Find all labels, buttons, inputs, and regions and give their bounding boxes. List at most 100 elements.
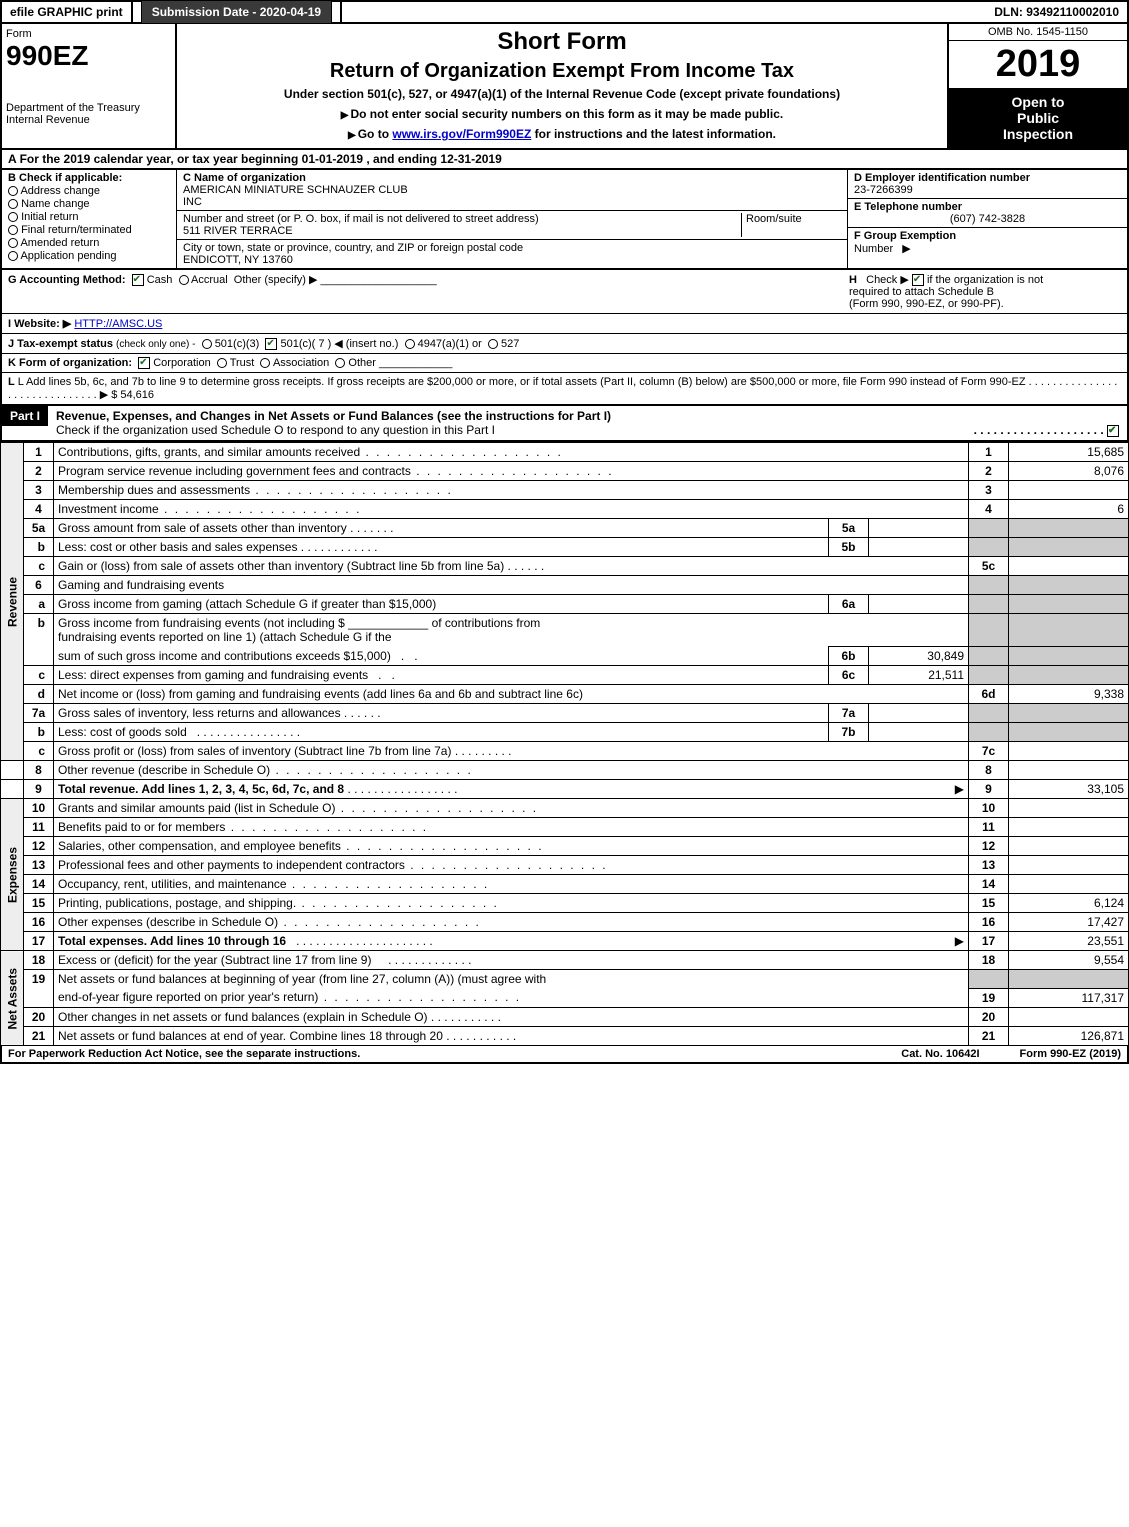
table-row: 17 Total expenses. Add lines 10 through … (1, 932, 1129, 951)
val-6c: 21,511 (869, 666, 969, 685)
val-6b: 30,849 (869, 647, 969, 666)
efile-print-button[interactable]: efile GRAPHIC print (2, 2, 133, 22)
header-mid: Short Form Return of Organization Exempt… (177, 24, 947, 148)
table-row: Revenue 1 Contributions, gifts, grants, … (1, 443, 1129, 462)
table-row: a Gross income from gaming (attach Sched… (1, 595, 1129, 614)
val-19: 117,317 (1009, 988, 1129, 1007)
table-row: 3 Membership dues and assessments 3 (1, 481, 1129, 500)
paperwork-notice: For Paperwork Reduction Act Notice, see … (8, 1048, 360, 1060)
city-state-zip: ENDICOTT, NY 13760 (183, 254, 293, 266)
sidebar-revenue: Revenue (1, 443, 24, 761)
short-form-title: Short Form (185, 28, 939, 56)
row-l: L L Add lines 5b, 6c, and 7b to line 9 t… (2, 373, 1127, 404)
row-g: G Accounting Method: Cash Accrual Other … (8, 273, 841, 310)
dln-label: DLN: 93492110002010 (986, 2, 1127, 22)
val-11 (1009, 818, 1129, 837)
top-bar: efile GRAPHIC print Submission Date - 20… (0, 0, 1129, 24)
row-h: H Check ▶ if the organization is not req… (841, 273, 1121, 310)
tax-period-row: A For the 2019 calendar year, or tax yea… (0, 150, 1129, 170)
row-k: K Form of organization: Corporation Trus… (2, 354, 1127, 373)
chk-trust[interactable] (217, 358, 227, 368)
table-row: end-of-year figure reported on prior yea… (1, 988, 1129, 1007)
submission-date-button[interactable]: Submission Date - 2020-04-19 (133, 2, 342, 22)
val-20 (1009, 1007, 1129, 1026)
table-row: 11 Benefits paid to or for members 11 (1, 818, 1129, 837)
val-4: 6 (1009, 500, 1129, 519)
form-number: 990EZ (6, 40, 171, 72)
table-row: c Gross profit or (loss) from sales of i… (1, 742, 1129, 761)
table-row: 13 Professional fees and other payments … (1, 856, 1129, 875)
table-row: c Gain or (loss) from sale of assets oth… (1, 557, 1129, 576)
val-7a (869, 704, 969, 723)
chk-accrual[interactable] (179, 275, 189, 285)
table-row: 2 Program service revenue including gove… (1, 462, 1129, 481)
table-row: b Less: cost or other basis and sales ex… (1, 538, 1129, 557)
room-suite: Room/suite (741, 213, 841, 237)
row-j: J Tax-exempt status (check only one) - 5… (2, 334, 1127, 354)
entity-block: B Check if applicable: Address change Na… (0, 170, 1129, 270)
cat-no: Cat. No. 10642I (901, 1048, 979, 1060)
chk-501c3[interactable] (202, 339, 212, 349)
val-21: 126,871 (1009, 1026, 1129, 1045)
val-7b (869, 723, 969, 742)
chk-final-return[interactable]: Final return/terminated (8, 224, 170, 236)
val-5b (869, 538, 969, 557)
chk-527[interactable] (488, 339, 498, 349)
val-15: 6,124 (1009, 894, 1129, 913)
chk-501c[interactable] (265, 338, 277, 350)
goto-instr: Go to www.irs.gov/Form990EZ for instruct… (185, 127, 939, 141)
street-address: 511 RIVER TERRACE (183, 225, 293, 237)
val-10 (1009, 799, 1129, 818)
open-public-badge: Open toPublicInspection (949, 88, 1127, 148)
table-row: sum of such gross income and contributio… (1, 647, 1129, 666)
val-2: 8,076 (1009, 462, 1129, 481)
val-8 (1009, 761, 1129, 780)
val-16: 17,427 (1009, 913, 1129, 932)
val-1: 15,685 (1009, 443, 1129, 462)
omb-number: OMB No. 1545-1150 (949, 24, 1127, 41)
table-row: b Gross income from fundraising events (… (1, 614, 1129, 647)
table-row: 6 Gaming and fundraising events (1, 576, 1129, 595)
table-row: d Net income or (loss) from gaming and f… (1, 685, 1129, 704)
val-6a (869, 595, 969, 614)
table-row: 20 Other changes in net assets or fund b… (1, 1007, 1129, 1026)
chk-sched-b[interactable] (912, 274, 924, 286)
part-i-title: Revenue, Expenses, and Changes in Net As… (56, 409, 611, 423)
val-12 (1009, 837, 1129, 856)
val-5a (869, 519, 969, 538)
table-row: 5a Gross amount from sale of assets othe… (1, 519, 1129, 538)
ssn-warning: Do not enter social security numbers on … (185, 107, 939, 121)
website-link[interactable]: HTTP://AMSC.US (74, 318, 162, 330)
chk-application-pending[interactable]: Application pending (8, 250, 170, 262)
table-row: 9 Total revenue. Add lines 1, 2, 3, 4, 5… (1, 780, 1129, 799)
chk-assoc[interactable] (260, 358, 270, 368)
form-ref: Form 990-EZ (2019) (1020, 1048, 1121, 1060)
val-14 (1009, 875, 1129, 894)
table-row: 12 Salaries, other compensation, and emp… (1, 837, 1129, 856)
chk-schedule-o[interactable] (1107, 425, 1119, 437)
part-i-check-text: Check if the organization used Schedule … (56, 423, 495, 437)
table-row: 8 Other revenue (describe in Schedule O)… (1, 761, 1129, 780)
finance-table: Revenue 1 Contributions, gifts, grants, … (0, 442, 1129, 1046)
val-18: 9,554 (1009, 951, 1129, 970)
val-3 (1009, 481, 1129, 500)
chk-initial-return[interactable]: Initial return (8, 211, 170, 223)
chk-cash[interactable] (132, 274, 144, 286)
chk-corp[interactable] (138, 357, 150, 369)
chk-other-org[interactable] (335, 358, 345, 368)
table-row: 21 Net assets or fund balances at end of… (1, 1026, 1129, 1045)
chk-amended[interactable]: Amended return (8, 237, 170, 249)
chk-name-change[interactable]: Name change (8, 198, 170, 210)
chk-address-change[interactable]: Address change (8, 185, 170, 197)
part-i-tag: Part I (2, 406, 48, 426)
val-7c (1009, 742, 1129, 761)
section-b: B Check if applicable: Address change Na… (2, 170, 177, 268)
row-i: I Website: ▶ HTTP://AMSC.US (2, 314, 1127, 334)
sidebar-netassets: Net Assets (1, 951, 24, 1046)
table-row: Net Assets 18 Excess or (deficit) for th… (1, 951, 1129, 970)
val-9: 33,105 (1009, 780, 1129, 799)
val-5c (1009, 557, 1129, 576)
section-d: D Employer identification number 23-7266… (848, 170, 1127, 199)
irs-link[interactable]: www.irs.gov/Form990EZ (392, 127, 531, 141)
chk-4947[interactable] (405, 339, 415, 349)
